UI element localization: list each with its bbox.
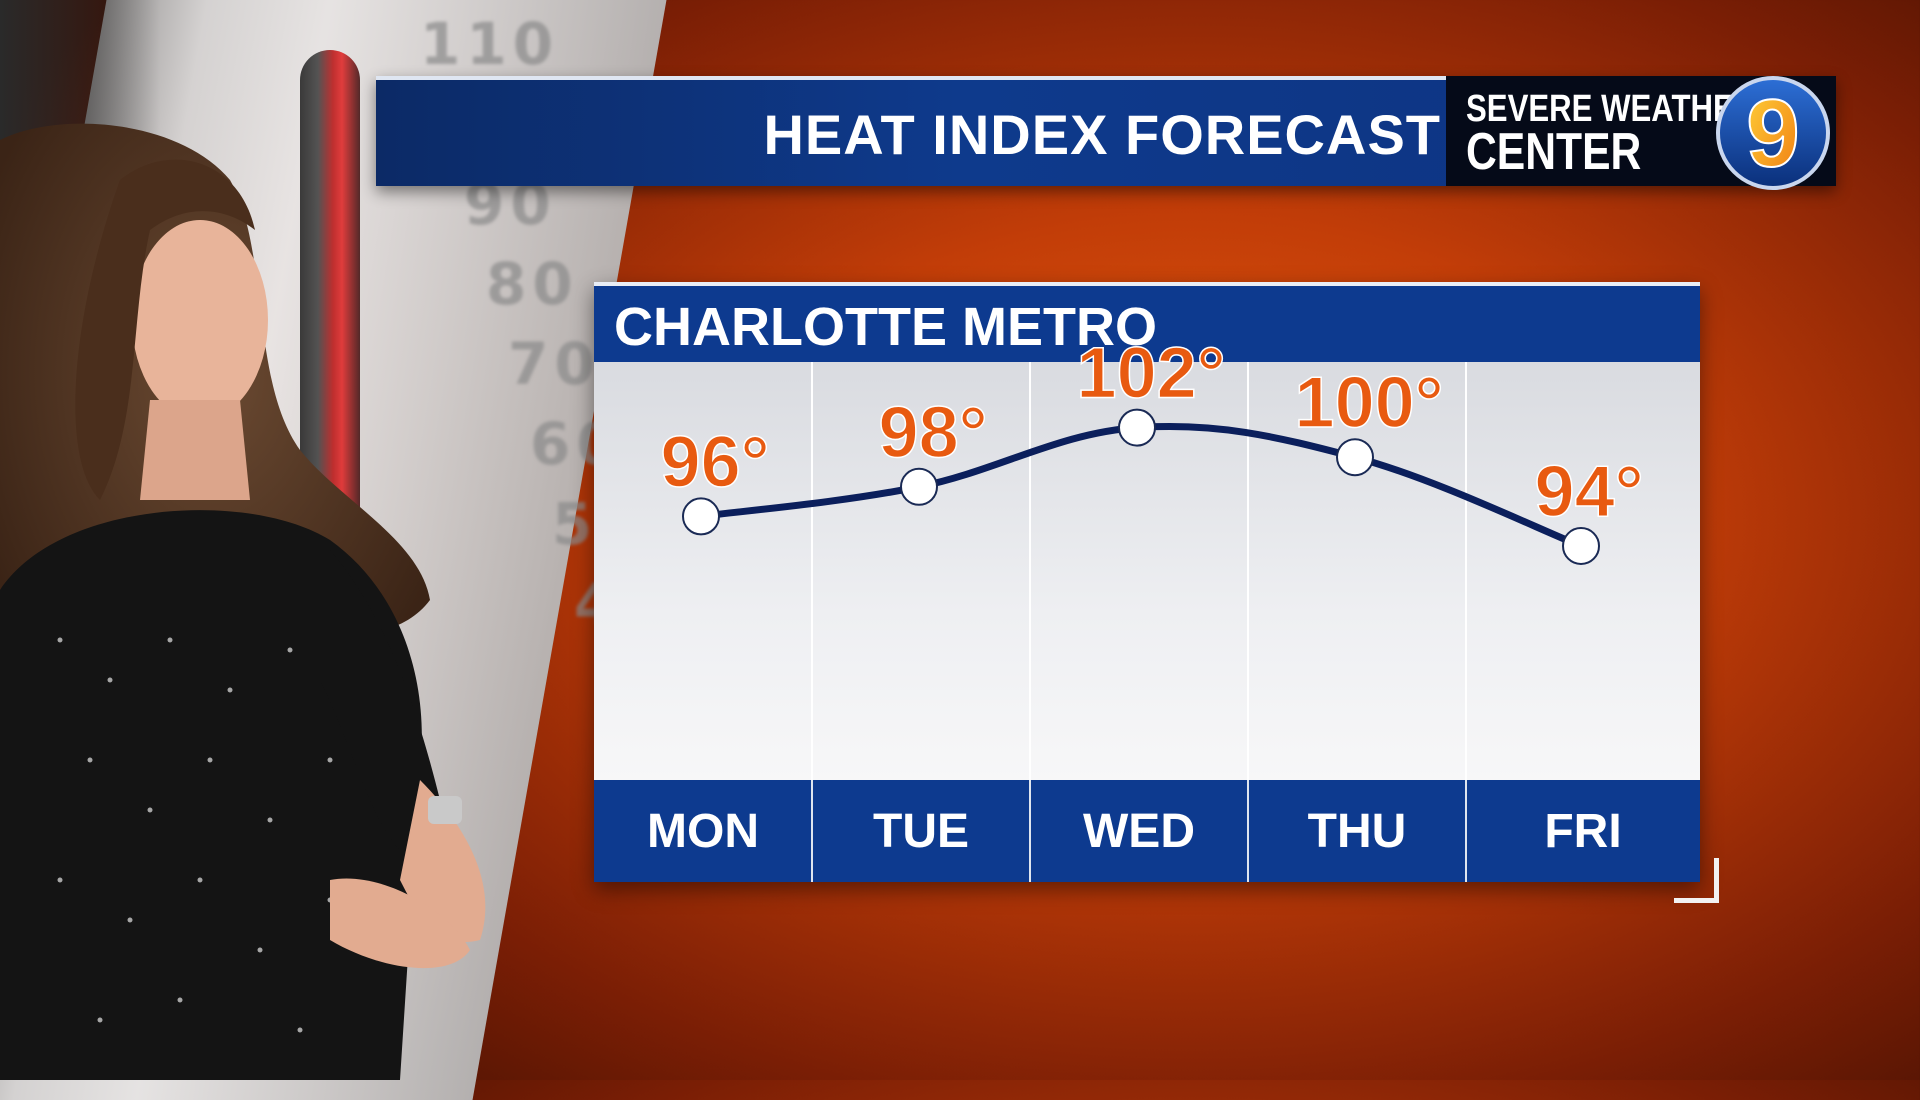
day-divider [811, 780, 813, 882]
corner-bracket-decoration [1674, 858, 1719, 903]
day-label-thu: THU [1307, 804, 1407, 858]
day-divider [1247, 780, 1249, 882]
data-label-wed: 102° [1077, 334, 1226, 414]
day-label-wed: WED [1083, 804, 1195, 858]
data-label-thu: 100° [1295, 363, 1444, 443]
data-label-fri: 94° [1535, 452, 1644, 532]
day-label-mon: MON [647, 804, 759, 858]
data-point-fri [1562, 527, 1600, 565]
page-title: HEAT INDEX FORECAST [763, 103, 1441, 166]
presenter-figure [0, 123, 486, 1080]
station-logo: SEVERE WEATHER CENTER 9 [1446, 76, 1836, 190]
logo-text-severe-weather: SEVERE WEATHER [1466, 88, 1757, 130]
heat-index-chart: CHARLOTTE METRO MON TUE WED THU FRI 96° 98° 10… [594, 282, 1700, 882]
data-point-thu [1336, 438, 1374, 477]
data-point-wed [1118, 408, 1156, 447]
day-divider [1465, 780, 1467, 882]
scale-number: 110 [420, 10, 560, 78]
data-point-mon [682, 497, 720, 536]
scale-number: 80 [486, 250, 579, 318]
title-banner: HEAT INDEX FORECAST SEVERE WEATHER CENTE… [376, 76, 1836, 190]
data-label-mon: 96° [661, 422, 770, 502]
chart-plot: 96° 98° 102° 100° 94° [660, 333, 1644, 780]
data-label-tue: 98° [879, 393, 988, 473]
chart-header: CHARLOTTE METRO [594, 282, 1700, 362]
svg-text:9: 9 [1746, 80, 1799, 187]
day-label-tue: TUE [873, 804, 969, 858]
logo-text-center: CENTER [1466, 123, 1642, 181]
data-point-tue [900, 467, 938, 506]
scale-number: 70 [508, 330, 601, 398]
day-label-fri: FRI [1544, 804, 1622, 858]
channel-9-badge-icon: 9 [1716, 76, 1830, 190]
chart-title: CHARLOTTE METRO [614, 297, 1157, 357]
day-label-bar: MON TUE WED THU FRI [594, 780, 1700, 882]
day-divider [1029, 780, 1031, 882]
